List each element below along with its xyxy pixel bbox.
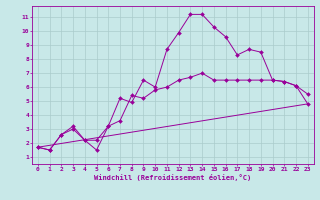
X-axis label: Windchill (Refroidissement éolien,°C): Windchill (Refroidissement éolien,°C) xyxy=(94,174,252,181)
